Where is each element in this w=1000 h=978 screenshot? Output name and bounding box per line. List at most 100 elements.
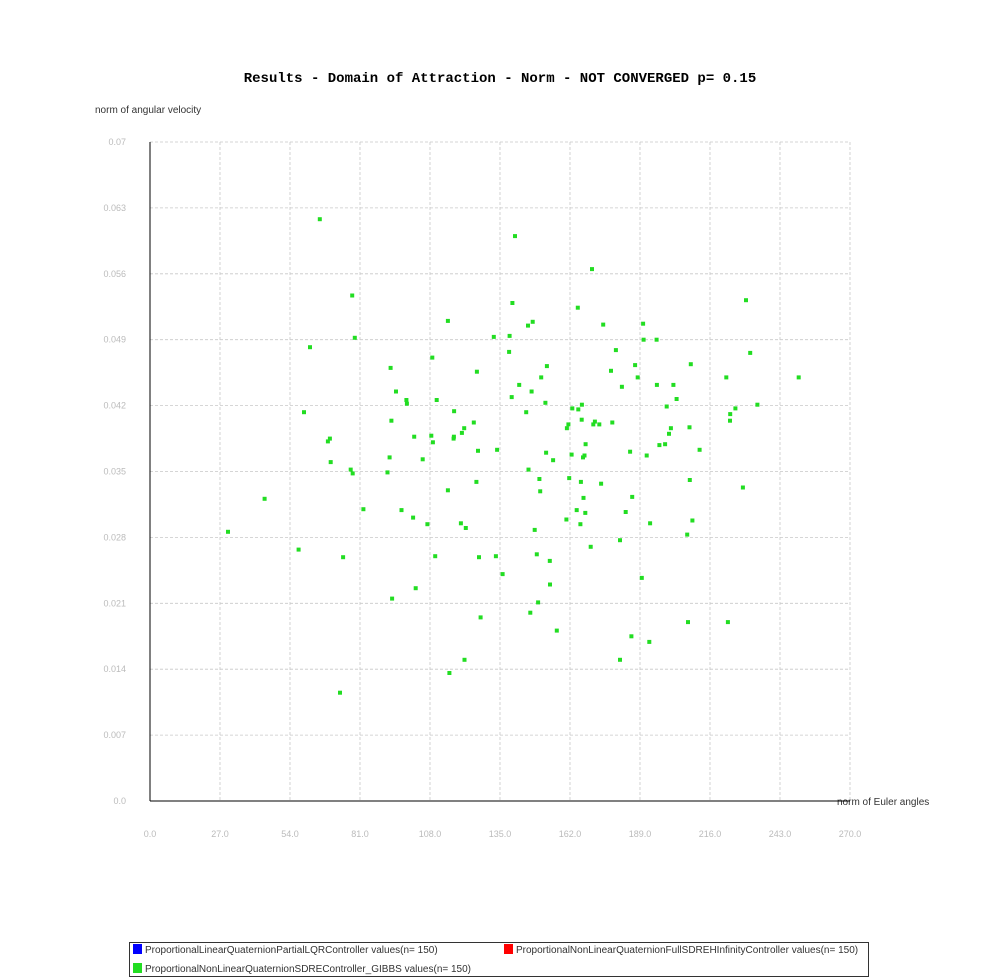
data-point <box>733 406 738 411</box>
data-point <box>517 382 522 387</box>
legend-item-series-1: ProportionalLinearQuaternionPartialLQRCo… <box>133 944 438 956</box>
data-point <box>796 375 801 380</box>
data-point <box>579 417 584 422</box>
y-tick-label: 0.021 <box>103 598 126 608</box>
data-point <box>447 671 452 675</box>
data-point <box>576 407 581 412</box>
data-point <box>526 323 530 328</box>
data-point <box>744 298 748 303</box>
data-point <box>510 301 515 305</box>
y-tick-label: 0.049 <box>103 335 126 345</box>
data-point <box>574 508 579 513</box>
data-point <box>644 453 649 458</box>
data-point <box>583 442 588 447</box>
data-point <box>399 508 404 513</box>
data-point <box>663 442 668 447</box>
data-point <box>445 318 450 323</box>
data-point <box>610 420 615 425</box>
legend-swatch-red <box>504 944 513 954</box>
data-point <box>740 485 745 490</box>
data-point <box>463 526 468 530</box>
data-point <box>390 596 395 601</box>
data-point <box>507 349 512 354</box>
data-point <box>513 234 517 239</box>
data-point <box>539 375 544 380</box>
data-point <box>296 547 301 552</box>
data-point <box>566 422 571 427</box>
data-point <box>548 582 552 587</box>
data-point <box>570 406 575 411</box>
x-tick-label: 54.0 <box>281 829 299 839</box>
data-point <box>471 420 476 425</box>
data-point <box>667 431 671 436</box>
data-point <box>623 510 628 514</box>
data-point <box>578 479 583 484</box>
grid-lines <box>150 141 851 801</box>
data-point <box>538 489 543 494</box>
data-point <box>429 433 434 438</box>
data-point <box>687 478 692 482</box>
data-point <box>564 517 569 522</box>
data-point <box>567 476 572 481</box>
axes <box>149 142 850 802</box>
data-point <box>452 409 457 414</box>
data-point <box>491 334 496 339</box>
data-point <box>725 620 730 625</box>
data-point <box>526 467 531 472</box>
legend-label-series-3: ProportionalNonLinearQuaternionSDREContr… <box>145 964 472 975</box>
y-tick-label: 0.014 <box>103 664 126 674</box>
data-point <box>462 657 467 662</box>
data-point <box>430 440 435 445</box>
data-point <box>350 293 355 298</box>
data-point <box>459 430 464 435</box>
data-point <box>328 460 333 465</box>
legend-swatch-blue <box>133 944 142 954</box>
legend-item-series-2: ProportionalNonLinearQuaternionFullSDREH… <box>504 944 858 956</box>
y-tick-label: 0.028 <box>103 532 126 542</box>
data-point <box>226 529 230 534</box>
data-points <box>226 217 801 695</box>
data-point <box>564 426 569 431</box>
data-point <box>433 554 438 559</box>
x-axis-label: norm of Euler angles <box>837 797 929 808</box>
data-point <box>537 477 542 481</box>
data-point <box>532 527 537 532</box>
x-tick-label: 216.0 <box>699 829 722 839</box>
data-point <box>633 363 638 368</box>
data-point <box>641 337 646 342</box>
data-point <box>654 337 659 342</box>
data-point <box>348 467 353 472</box>
data-point <box>341 555 346 560</box>
data-point <box>425 522 430 527</box>
data-point <box>592 419 597 424</box>
y-tick-label: 0.007 <box>103 730 126 740</box>
data-point <box>543 400 548 405</box>
data-point <box>536 600 541 605</box>
data-point <box>601 322 606 327</box>
legend-label-series-2: ProportionalNonLinearQuaternionFullSDREH… <box>516 945 859 956</box>
data-point <box>500 572 505 577</box>
data-point <box>687 425 692 430</box>
data-point <box>477 555 481 560</box>
data-point <box>569 452 574 457</box>
data-point <box>613 348 618 353</box>
data-point <box>474 479 479 484</box>
data-point <box>451 434 456 439</box>
x-tick-label: 27.0 <box>211 829 229 839</box>
data-point <box>389 418 394 423</box>
y-tick-label: 0.042 <box>103 401 126 411</box>
data-point <box>639 575 644 580</box>
data-point <box>685 532 690 537</box>
data-point <box>430 355 435 360</box>
chart-title: Results - Domain of Attraction - Norm - … <box>244 71 756 87</box>
data-point <box>544 364 549 369</box>
data-point <box>530 319 535 324</box>
data-point <box>609 368 613 373</box>
data-point <box>478 615 483 620</box>
data-point <box>664 404 669 409</box>
data-point <box>579 402 584 407</box>
data-point <box>728 412 733 417</box>
data-point <box>630 494 635 499</box>
data-point <box>654 382 659 387</box>
